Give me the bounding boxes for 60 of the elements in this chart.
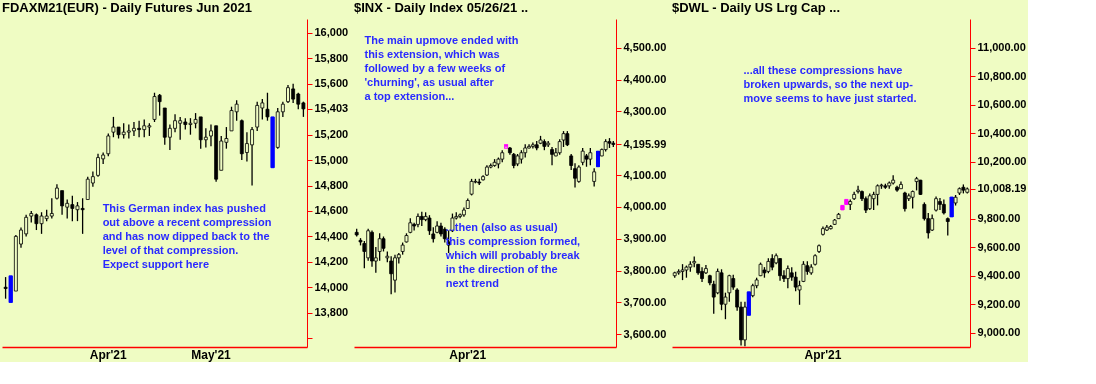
y-tick-label: 15,800 xyxy=(314,51,349,64)
annotation: This German index has pushed out above a recent compression and has now dipped back to the level of that compression. Expect support here xyxy=(102,201,272,270)
y-tick-label: 9,800.00 xyxy=(977,212,1021,225)
candlestick xyxy=(778,257,782,282)
y-tick-label: 3,700.00 xyxy=(623,295,667,308)
y-tick-label: 10,200.00 xyxy=(977,155,1027,168)
y-tick-label: 15,403 xyxy=(314,102,349,115)
x-tick-label: Apr'21 xyxy=(89,347,128,362)
y-tick-label: 10,800.00 xyxy=(977,69,1027,82)
y-tick-label: 10,008.19 xyxy=(977,182,1027,195)
candlestick xyxy=(106,132,111,157)
y-tick-label: 4,400.00 xyxy=(623,73,667,85)
candlestick xyxy=(255,100,260,132)
y-tick-label: 3,900.00 xyxy=(623,232,667,245)
candlestick xyxy=(938,197,942,211)
y-tick-label: 9,600.00 xyxy=(977,240,1021,253)
y-tick-label: 11,000.00 xyxy=(977,41,1026,54)
candlestick xyxy=(3,276,8,300)
y-tick-label: 14,200 xyxy=(314,255,349,268)
annotation: ...all these compressions have broken upwards, so the next up-move seems to have just started. xyxy=(743,63,917,104)
y-tick-label: 16,000 xyxy=(314,26,349,39)
x-tick-label: Apr'21 xyxy=(449,347,487,362)
y-tick-label: 3,600.00 xyxy=(623,327,667,340)
y-tick-label: 14,400 xyxy=(314,229,349,242)
y-tick-label: 9,000.00 xyxy=(977,326,1021,339)
y-tick-label: 10,400.00 xyxy=(977,126,1027,139)
y-tick-label: 3,800.00 xyxy=(623,264,667,277)
candlestick xyxy=(550,146,554,166)
y-tick-label: 14,800 xyxy=(314,179,349,192)
candlestick xyxy=(746,291,751,316)
y-tick-label: 4,195.99 xyxy=(623,137,667,150)
chart-title: FDAXM21(EUR) - Daily Futures Jun 2021 xyxy=(2,0,252,15)
y-tick-label: 9,400.00 xyxy=(977,269,1021,282)
y-tick-label: 4,300.00 xyxy=(623,104,667,117)
candlestick xyxy=(785,264,790,289)
candlestick xyxy=(8,275,13,303)
y-tick-label: 10,600.00 xyxy=(977,98,1027,111)
candlestick xyxy=(949,196,954,218)
candlestick xyxy=(504,144,509,149)
candlestick xyxy=(49,197,54,220)
candlestick xyxy=(265,92,270,122)
y-tick-label: 4,500.00 xyxy=(623,41,667,54)
y-tick-label: 14,000 xyxy=(314,280,349,293)
candlestick xyxy=(389,255,394,295)
y-tick-label: 14,600 xyxy=(314,204,349,217)
y-tick-label: 4,000.00 xyxy=(623,200,667,213)
chart-title: $DWL - Daily US Lrg Cap ... xyxy=(672,0,841,15)
y-tick-label: 15,000 xyxy=(314,153,349,166)
y-tick-label: 15,200 xyxy=(314,128,349,141)
x-tick-label: Apr'21 xyxy=(804,347,842,362)
y-tick-label: 4,100.00 xyxy=(623,168,667,181)
y-tick-label: 13,800 xyxy=(314,306,349,319)
chart-title: $INX - Daily Index 05/26/21 .. xyxy=(354,0,529,15)
annotation: The main upmove ended with this extension, which was followed by a few weeks of 'churning', as usual after a top extension... xyxy=(364,34,519,103)
candlestick xyxy=(875,183,880,207)
candlestick xyxy=(592,167,597,188)
x-tick-label: May'21 xyxy=(191,347,232,362)
y-tick-label: 15,600 xyxy=(314,77,349,90)
candlestick xyxy=(393,254,397,294)
y-tick-label: 9,200.00 xyxy=(977,297,1021,310)
